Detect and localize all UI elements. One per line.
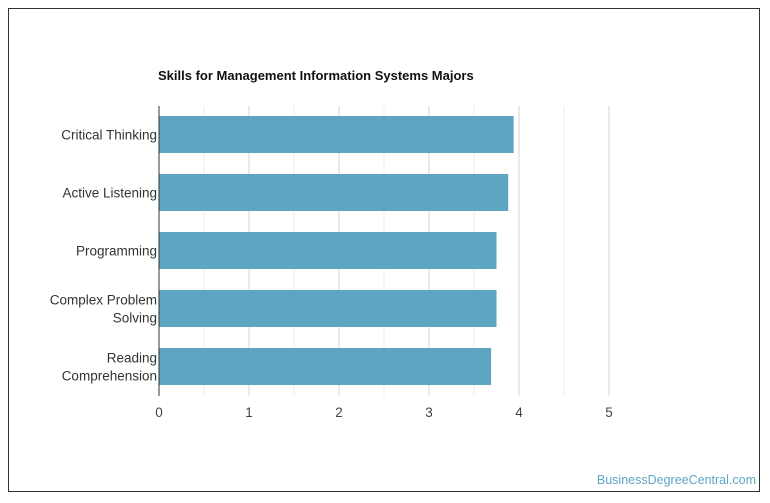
bar-programming (159, 232, 497, 269)
x-tick-label: 2 (335, 405, 343, 420)
x-tick-label: 1 (245, 405, 253, 420)
bar-critical-thinking (159, 116, 514, 153)
category-label-line: Solving (113, 311, 157, 326)
category-label-line: Active Listening (62, 186, 157, 201)
category-label: Critical Thinking (61, 128, 157, 143)
category-labels: Critical Thinking Active Listening Program… (50, 128, 157, 384)
bar-reading-comprehension (159, 348, 492, 385)
x-tick-label: 3 (425, 405, 433, 420)
category-label: Reading Comprehension (62, 351, 157, 384)
x-tick-label: 4 (515, 405, 523, 420)
category-label-line: Complex Problem (50, 293, 157, 308)
category-label: Programming (76, 244, 157, 259)
bars (159, 116, 514, 385)
x-tick-labels: 0 1 2 3 4 5 (155, 405, 613, 420)
category-label-line: Programming (76, 244, 157, 259)
category-label-line: Comprehension (62, 369, 157, 384)
category-label-line: Critical Thinking (61, 128, 157, 143)
x-tick-label: 5 (605, 405, 613, 420)
bar-active-listening (159, 174, 509, 211)
category-label-line: Reading (107, 351, 157, 366)
category-label: Complex Problem Solving (50, 293, 157, 326)
chart-title: Skills for Management Information System… (158, 68, 474, 83)
bar-complex-problem-solving (159, 290, 497, 327)
category-label: Active Listening (62, 186, 157, 201)
x-tick-label: 0 (155, 405, 163, 420)
source-watermark: BusinessDegreeCentral.com (596, 473, 756, 487)
